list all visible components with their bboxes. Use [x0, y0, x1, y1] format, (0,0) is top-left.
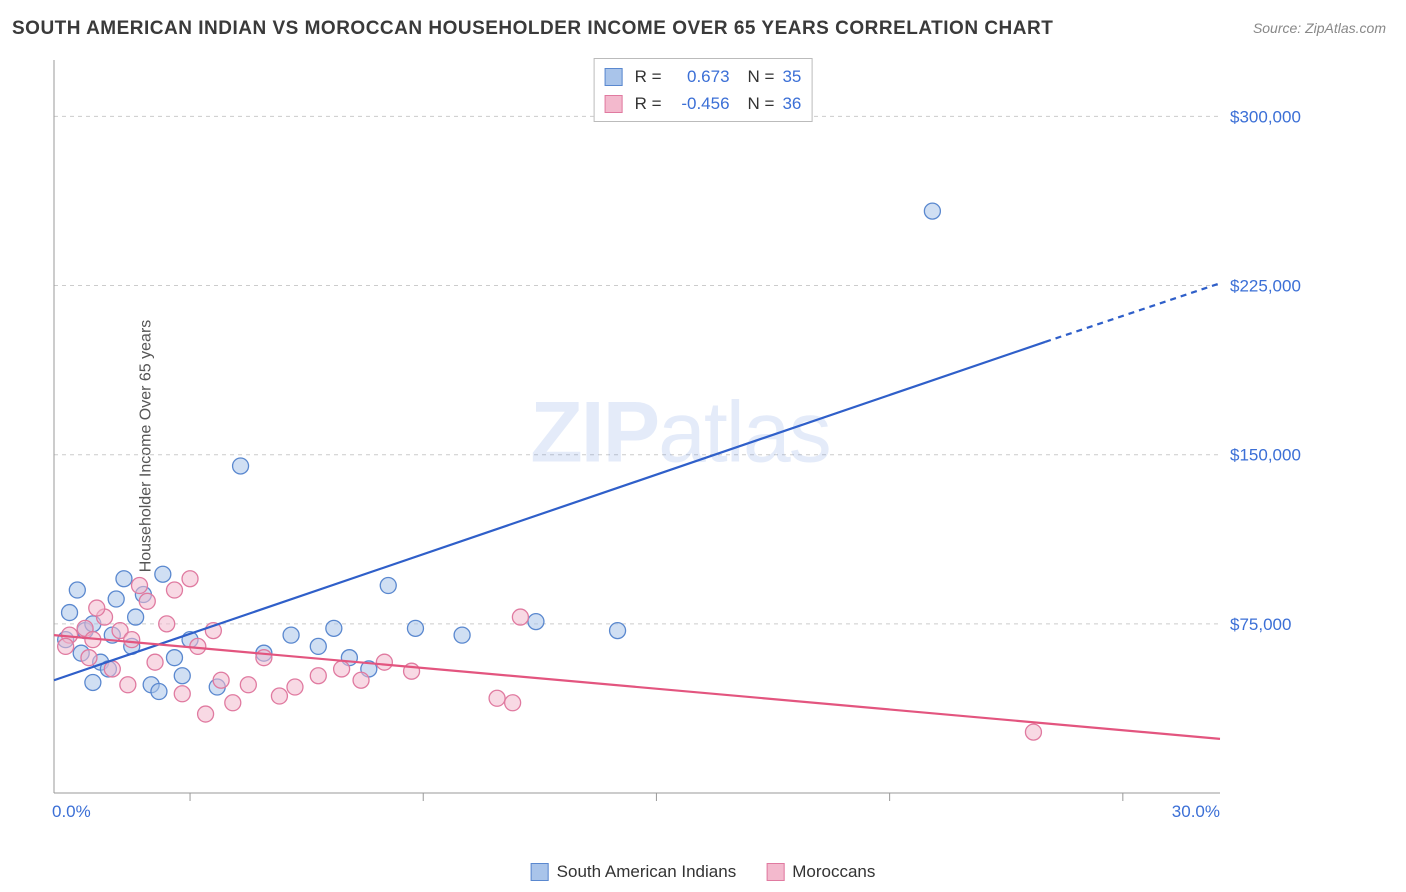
n-value-series-2: 36 [782, 90, 801, 117]
legend-item-series-1: South American Indians [531, 862, 737, 882]
r-value-series-1: 0.673 [670, 63, 730, 90]
r-label: R = [635, 63, 662, 90]
source-link[interactable]: ZipAtlas.com [1305, 20, 1386, 36]
plot-svg: $75,000 $150,000 $225,000 $300,000 0.0% 30.0% [50, 58, 1310, 823]
series-1-name: South American Indians [557, 862, 737, 882]
legend-row-series-1: R = 0.673 N = 35 [605, 63, 802, 90]
legend-row-series-2: R = -0.456 N = 36 [605, 90, 802, 117]
series-legend: South American Indians Moroccans [531, 862, 876, 882]
svg-text:$300,000: $300,000 [1230, 107, 1301, 126]
chart-container: SOUTH AMERICAN INDIAN VS MOROCCAN HOUSEH… [0, 0, 1406, 892]
source-attribution: Source: ZipAtlas.com [1253, 20, 1386, 36]
svg-text:0.0%: 0.0% [52, 802, 91, 821]
swatch-series-1-bottom [531, 863, 549, 881]
n-value-series-1: 35 [782, 63, 801, 90]
r-label: R = [635, 90, 662, 117]
swatch-series-1 [605, 68, 623, 86]
series-2-name: Moroccans [792, 862, 875, 882]
n-label: N = [748, 63, 775, 90]
n-label: N = [748, 90, 775, 117]
svg-text:30.0%: 30.0% [1172, 802, 1220, 821]
correlation-legend: R = 0.673 N = 35 R = -0.456 N = 36 [594, 58, 813, 122]
svg-text:$150,000: $150,000 [1230, 446, 1301, 465]
swatch-series-2-bottom [766, 863, 784, 881]
chart-title: SOUTH AMERICAN INDIAN VS MOROCCAN HOUSEH… [12, 18, 1053, 40]
r-value-series-2: -0.456 [670, 90, 730, 117]
plot-area: $75,000 $150,000 $225,000 $300,000 0.0% 30.0%… [50, 58, 1310, 823]
svg-text:$225,000: $225,000 [1230, 277, 1301, 296]
svg-text:$75,000: $75,000 [1230, 615, 1291, 634]
swatch-series-2 [605, 95, 623, 113]
legend-item-series-2: Moroccans [766, 862, 875, 882]
source-prefix: Source: [1253, 20, 1305, 36]
